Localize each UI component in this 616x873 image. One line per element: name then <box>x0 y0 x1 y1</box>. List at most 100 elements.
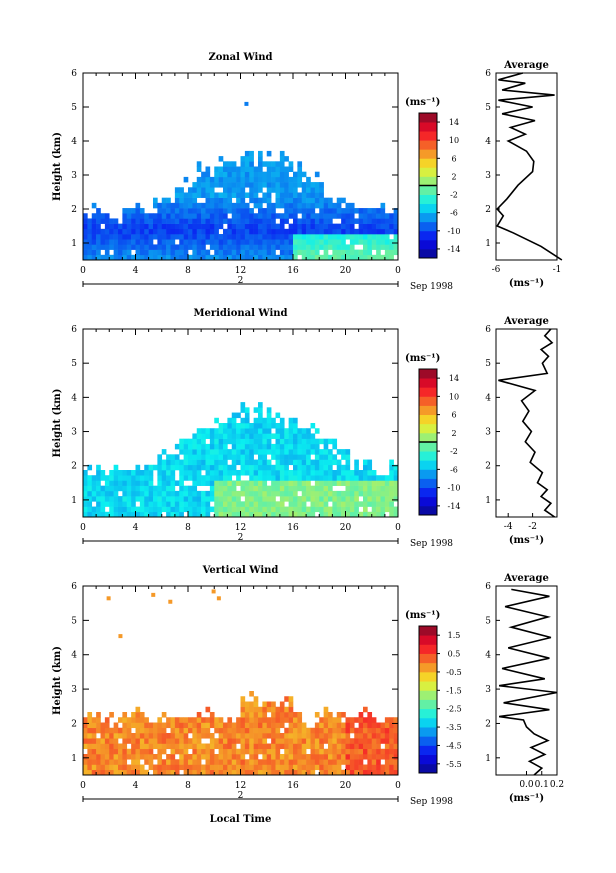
heatmap-cell <box>157 470 163 476</box>
heatmap-cell <box>358 254 364 261</box>
heatmap-cell <box>266 213 272 219</box>
avg-y-tick-label: 6 <box>485 69 491 79</box>
heatmap-cell <box>266 218 272 224</box>
heatmap-cell <box>319 764 324 771</box>
heatmap-cell <box>196 759 202 765</box>
heatmap-cell <box>223 249 228 256</box>
heatmap-cell <box>231 733 237 739</box>
heatmap-cell <box>293 449 298 455</box>
heatmap-cell <box>87 249 93 256</box>
heatmap-cell <box>345 449 351 455</box>
heatmap-cell <box>266 244 272 250</box>
heatmap-cell <box>380 754 386 760</box>
heatmap-cell <box>262 717 268 723</box>
y-tick-label: 4 <box>71 651 77 661</box>
heatmap-cell <box>314 480 320 486</box>
heatmap-cell <box>100 244 106 250</box>
heatmap-cell <box>183 722 189 729</box>
heatmap-cell <box>349 254 355 261</box>
heatmap-cell <box>293 443 298 450</box>
heatmap-cell <box>297 438 303 445</box>
heatmap-cell <box>389 769 394 776</box>
heatmap-cell <box>196 727 202 734</box>
heatmap-cell <box>266 187 272 193</box>
heatmap-cell <box>380 722 386 729</box>
heatmap-cell <box>216 596 221 601</box>
heatmap-cell <box>205 490 211 497</box>
heatmap-cell <box>336 459 342 466</box>
heatmap-cell <box>161 464 167 471</box>
heatmap-cell <box>336 490 342 497</box>
heatmap-cell <box>183 496 189 502</box>
heatmap-cell <box>249 459 254 466</box>
heatmap-cell <box>266 727 272 734</box>
heatmap-cell <box>196 733 202 739</box>
heatmap-cell <box>87 464 93 471</box>
heatmap-cell <box>223 506 228 513</box>
heatmap-cell <box>284 249 289 256</box>
avg-y-tick-label: 2 <box>485 719 491 729</box>
heatmap-cell <box>192 722 198 729</box>
heatmap-cell <box>139 722 145 729</box>
heatmap-cell <box>87 769 93 776</box>
heatmap-cell <box>258 176 263 183</box>
heatmap-cell <box>341 754 346 760</box>
heatmap-cell <box>231 244 237 250</box>
heatmap-cell <box>179 249 184 256</box>
heatmap-cell <box>371 738 377 744</box>
heatmap-cell <box>209 733 215 739</box>
heatmap-cell <box>332 501 338 507</box>
heatmap-cell <box>301 506 307 513</box>
heatmap-cell <box>262 239 268 245</box>
heatmap-cell <box>104 244 110 250</box>
heatmap-cell <box>363 727 368 734</box>
heatmap-cell <box>205 496 211 502</box>
heatmap-cell <box>236 511 241 518</box>
heatmap-cell <box>253 485 259 492</box>
heatmap-cell <box>249 727 254 734</box>
heatmap-cell <box>271 480 276 486</box>
heatmap-cell <box>83 738 88 744</box>
heatmap-cell <box>319 485 324 492</box>
heatmap-cell <box>279 470 285 476</box>
heatmap-cell <box>314 496 320 502</box>
heatmap-cell <box>118 501 123 507</box>
heatmap-cell <box>284 156 289 162</box>
heatmap-cell <box>284 438 289 445</box>
heatmap-cell <box>336 712 342 718</box>
heatmap-cell <box>157 733 163 739</box>
heatmap-cell <box>301 218 307 224</box>
heatmap-cell <box>275 459 281 466</box>
heatmap-cell <box>244 161 250 167</box>
heatmap-cell <box>122 485 128 492</box>
heatmap-cell <box>135 213 141 219</box>
heatmap-cell <box>126 234 132 240</box>
heatmap-cell <box>271 511 276 518</box>
heatmap-cell <box>253 743 259 750</box>
colorbar-tick-label: 14 <box>449 118 459 127</box>
heatmap-cell <box>244 748 250 755</box>
heatmap-cell <box>266 438 272 445</box>
heatmap-cell <box>297 743 303 750</box>
heatmap-cell <box>328 712 333 718</box>
heatmap-cell <box>266 239 272 245</box>
heatmap-cell <box>244 417 250 424</box>
heatmap-cell <box>100 748 106 755</box>
heatmap-cell <box>209 506 215 513</box>
heatmap-cell <box>214 223 219 230</box>
heatmap-cell <box>389 733 394 739</box>
heatmap-cell <box>113 506 119 513</box>
heatmap-cell <box>332 213 338 219</box>
heatmap-cell <box>253 511 259 518</box>
heatmap-cell <box>341 470 346 476</box>
heatmap-cell <box>188 769 193 776</box>
heatmap-cell <box>279 754 285 760</box>
heatmap-cell <box>393 506 399 513</box>
heatmap-cell <box>100 218 106 224</box>
heatmap-cell <box>271 722 276 729</box>
heatmap-cell <box>279 218 285 224</box>
heatmap-cell <box>266 423 272 429</box>
heatmap-cell <box>349 748 355 755</box>
heatmap-cell <box>144 748 149 755</box>
heatmap-cell <box>288 187 294 193</box>
